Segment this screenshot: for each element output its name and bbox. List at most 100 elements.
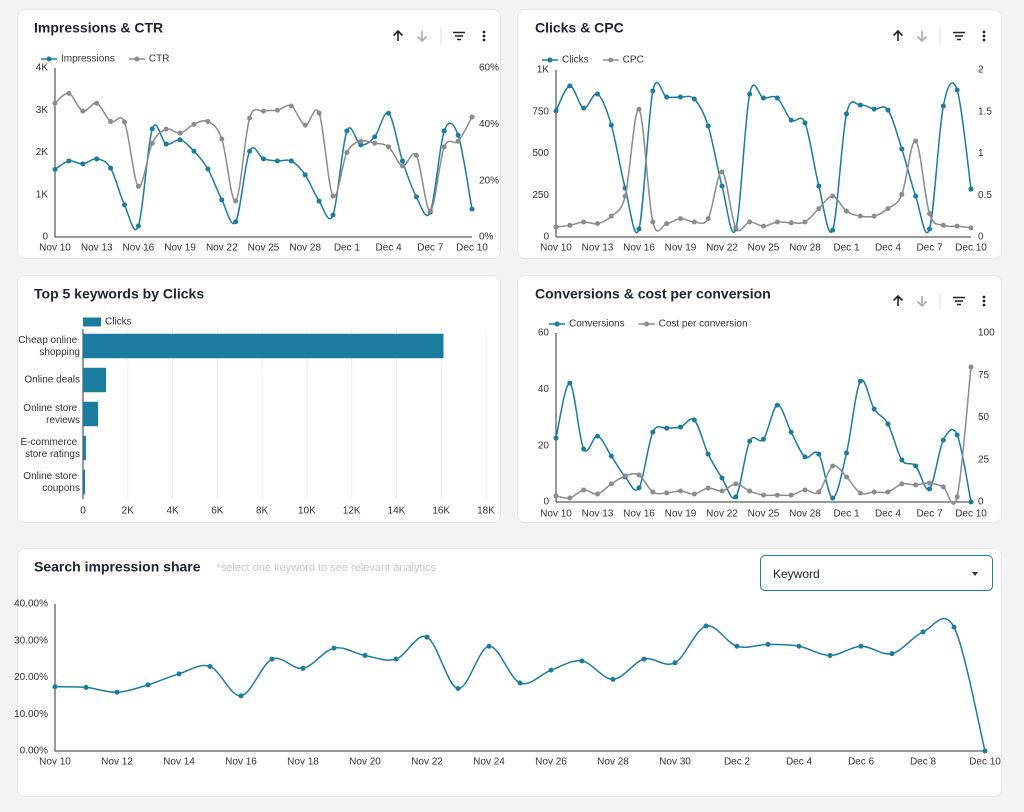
y-tick-label: 20.00% xyxy=(14,672,48,683)
toolbar[interactable] xyxy=(392,28,486,44)
sort-down[interactable] xyxy=(416,30,428,42)
data-point xyxy=(954,223,960,229)
y-tick-label: 40 xyxy=(538,384,550,395)
x-tick-label: 0 xyxy=(80,506,86,517)
filter[interactable] xyxy=(952,31,966,41)
data-point xyxy=(844,474,849,480)
data-point xyxy=(844,450,849,456)
data-point xyxy=(954,432,960,438)
sort-up[interactable] xyxy=(392,30,404,42)
data-point xyxy=(163,141,169,147)
data-point xyxy=(372,134,378,140)
data-point xyxy=(885,206,891,212)
data-point xyxy=(761,95,766,101)
y-tick-label: Online deals xyxy=(24,375,80,386)
x-tick-label: 4K xyxy=(166,506,179,517)
filter[interactable] xyxy=(952,296,966,306)
sort-down[interactable] xyxy=(916,30,928,42)
data-point xyxy=(66,158,72,164)
data-point xyxy=(857,490,863,496)
x-tick-label: Nov 16 xyxy=(623,509,655,520)
data-point xyxy=(719,488,725,494)
x-tick-label: 6K xyxy=(211,506,224,517)
data-point xyxy=(316,110,322,116)
x-tick-label: Nov 19 xyxy=(164,243,196,254)
series-line xyxy=(54,112,473,231)
toolbar[interactable] xyxy=(892,293,986,309)
data-point xyxy=(734,643,740,649)
legend-dot xyxy=(608,57,614,63)
data-point xyxy=(664,94,670,100)
x-tick-label: Nov 24 xyxy=(473,757,505,768)
x-tick-label: 16K xyxy=(432,506,450,517)
x-tick-label: Dec 10 xyxy=(955,509,987,520)
x-tick-label: Nov 10 xyxy=(39,757,71,768)
card xyxy=(17,275,501,523)
data-point xyxy=(761,223,766,229)
caret xyxy=(972,572,978,576)
sort-down[interactable] xyxy=(916,295,928,307)
data-point xyxy=(608,213,614,219)
more[interactable] xyxy=(982,295,986,307)
x-tick-label: Dec 1 xyxy=(833,509,860,520)
y-tick-label: Online store coupons xyxy=(23,471,80,494)
data-point xyxy=(650,489,656,495)
bar xyxy=(83,401,99,427)
data-point xyxy=(691,491,697,497)
y-tick-label: 40.00% xyxy=(14,599,48,610)
data-point xyxy=(889,651,895,657)
data-point xyxy=(827,652,833,658)
card xyxy=(517,275,1002,523)
legend-dot xyxy=(134,56,140,62)
sort-up[interactable] xyxy=(892,30,904,42)
more[interactable] xyxy=(482,30,486,42)
x-tick-label: Dec 10 xyxy=(955,243,987,254)
y2-tick-label: 75 xyxy=(978,370,990,381)
data-point xyxy=(108,165,114,171)
y2-tick-label: 50 xyxy=(978,412,990,423)
data-point xyxy=(802,219,808,225)
data-point xyxy=(469,206,475,212)
x-tick-label: Nov 19 xyxy=(665,243,697,254)
more[interactable] xyxy=(982,30,986,42)
data-point xyxy=(66,90,72,96)
x-tick-label: Nov 30 xyxy=(659,757,691,768)
y2-tick-label: 40% xyxy=(479,119,499,130)
x-tick-label: Nov 20 xyxy=(349,757,381,768)
data-point xyxy=(636,226,642,232)
data-point xyxy=(122,202,127,208)
sort-up[interactable] xyxy=(892,295,904,307)
data-point xyxy=(650,429,656,435)
x-tick-label: Nov 28 xyxy=(789,509,821,520)
y-tick-label: 2K xyxy=(36,147,49,158)
x-tick-label: 8K xyxy=(256,506,269,517)
y2-tick-label: 0% xyxy=(479,232,494,243)
x-tick-label: Dec 8 xyxy=(910,757,937,768)
data-point xyxy=(581,105,587,111)
data-point xyxy=(122,119,127,125)
data-point xyxy=(149,140,155,146)
data-point xyxy=(857,213,863,219)
filter[interactable] xyxy=(452,31,466,41)
y-tick-label: 3K xyxy=(36,105,49,116)
y2-tick-label: 2 xyxy=(978,65,984,76)
data-point xyxy=(610,676,616,682)
data-point xyxy=(678,216,683,222)
data-point xyxy=(747,438,753,444)
x-tick-label: Nov 28 xyxy=(289,243,321,254)
x-tick-label: Nov 10 xyxy=(540,243,572,254)
data-point xyxy=(636,472,642,478)
data-point xyxy=(238,693,244,699)
data-point xyxy=(691,96,697,102)
y-tick-label: Online store reviews xyxy=(23,403,80,426)
data-point xyxy=(954,87,960,93)
data-point xyxy=(788,220,794,226)
data-point xyxy=(899,457,905,463)
x-tick-label: Dec 2 xyxy=(724,757,751,768)
y-tick-label: 4K xyxy=(36,63,49,74)
y-tick-label: 60 xyxy=(538,328,550,339)
toolbar[interactable] xyxy=(892,28,986,44)
data-point xyxy=(705,485,711,491)
keyword-dropdown[interactable]: Keyword xyxy=(760,555,993,591)
